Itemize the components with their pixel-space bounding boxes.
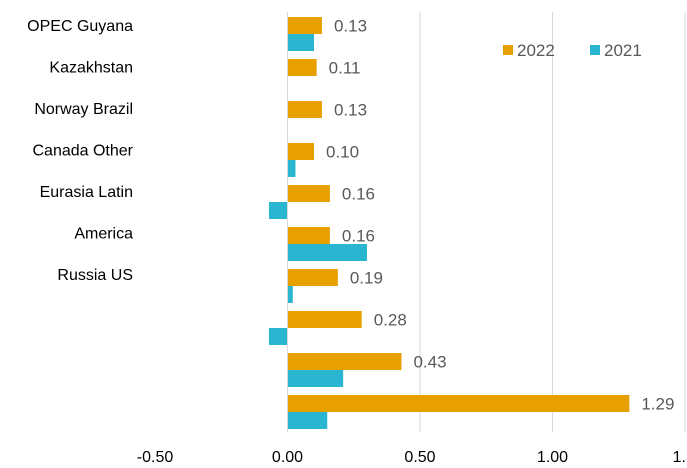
- x-tick-label: -0.50: [137, 449, 174, 466]
- legend-swatch-2021: [590, 45, 600, 55]
- data-label: 0.16: [342, 227, 375, 246]
- category-label: OPEC Guyana: [27, 18, 133, 35]
- bar-2021-5: [287, 244, 367, 261]
- category-label: Eurasia Latin: [40, 184, 133, 201]
- legend: 2022 2021: [503, 41, 642, 60]
- category-label: Norway Brazil: [34, 101, 133, 118]
- bar-2022-6: [287, 269, 338, 286]
- x-tick-label: 1.00: [537, 449, 568, 466]
- bar-2022-1: [287, 59, 317, 76]
- bar-2021-3: [287, 160, 296, 177]
- bar-2021-8: [287, 370, 344, 387]
- category-label: Russia US: [57, 267, 133, 284]
- gridlines: [419, 12, 686, 432]
- legend-label-2021: 2021: [604, 41, 642, 60]
- legend-label-2022: 2022: [517, 41, 555, 60]
- bar-2022-3: [287, 143, 314, 160]
- bar-2021-6: [287, 286, 293, 303]
- x-tick-label: 0.50: [404, 449, 435, 466]
- bar-2022-2: [287, 101, 322, 118]
- bars: [268, 17, 630, 429]
- data-labels: 0.13 0.11 0.13 0.10 0.16 0.16 0.19 0.28 0.43 1.29: [326, 17, 674, 414]
- x-tick-labels: -0.50 0.00 0.50 1.00 1.: [137, 449, 686, 466]
- bar-2022-8: [287, 353, 402, 370]
- category-labels: OPEC Guyana Kazakhstan Norway Brazil Canada…: [27, 18, 133, 284]
- x-tick-label: 0.00: [272, 449, 303, 466]
- data-label: 0.11: [329, 59, 361, 78]
- data-label: 0.10: [326, 143, 359, 162]
- data-label: 0.16: [342, 185, 375, 204]
- x-tick-label: 1.: [673, 449, 686, 466]
- bar-2022-0: [287, 17, 322, 34]
- bar-2021-9: [287, 412, 328, 429]
- legend-swatch-2022: [503, 45, 513, 55]
- category-label: Canada Other: [32, 143, 133, 160]
- bar-2022-5: [287, 227, 330, 244]
- data-label: 0.13: [334, 101, 367, 120]
- bar-2022-7: [287, 311, 362, 328]
- data-label: 0.28: [374, 311, 407, 330]
- data-label: 0.19: [350, 269, 383, 288]
- category-label: Kazakhstan: [49, 60, 133, 77]
- bar-2021-7: [268, 328, 288, 345]
- bar-2022-9: [287, 395, 630, 412]
- bar-2021-0: [287, 34, 314, 51]
- data-label: 0.43: [413, 353, 446, 372]
- data-label: 0.13: [334, 17, 367, 36]
- bar-2021-4: [268, 202, 288, 219]
- category-label: America: [74, 226, 133, 243]
- data-label: 1.29: [641, 395, 674, 414]
- bar-2022-4: [287, 185, 330, 202]
